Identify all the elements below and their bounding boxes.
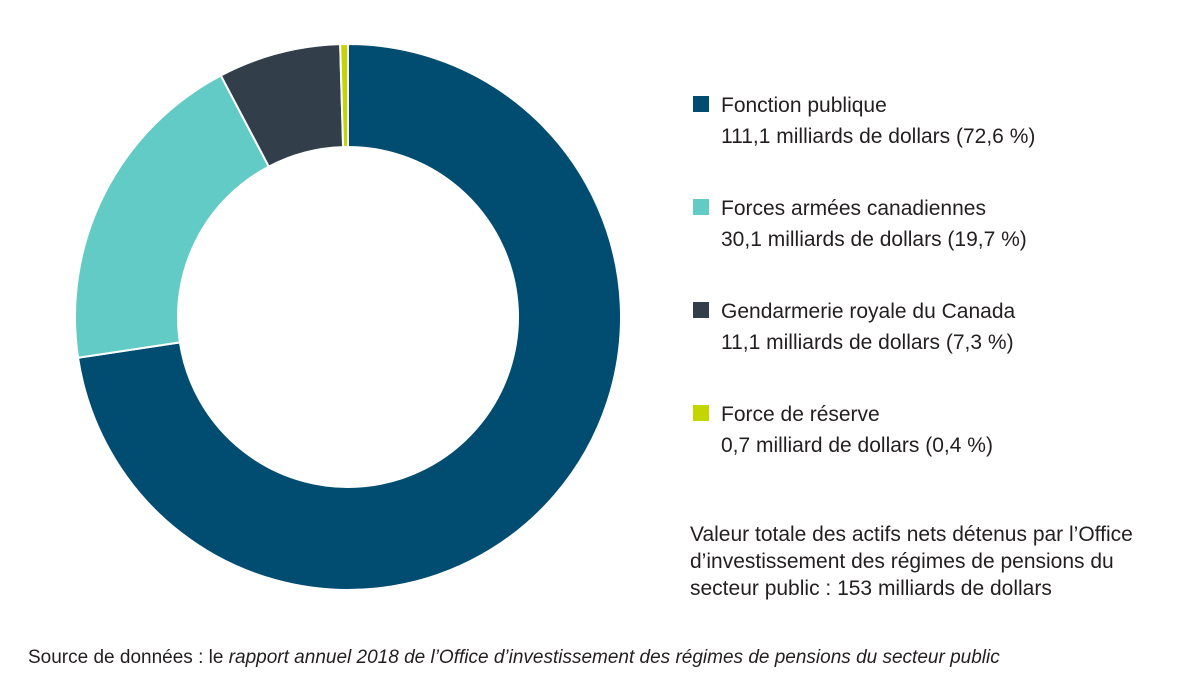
legend: Fonction publique 111,1 milliards de dol… xyxy=(693,90,1133,502)
legend-item-force-de-reserve: Force de réserve 0,7 milliard de dollars… xyxy=(693,399,1133,502)
legend-value: 0,7 milliard de dollars (0,4 %) xyxy=(721,434,993,457)
legend-item-forces-armees: Forces armées canadiennes 30,1 milliards… xyxy=(693,193,1133,296)
slice-forces-armees xyxy=(74,74,271,359)
legend-swatch-forces-armees xyxy=(693,199,709,215)
legend-item-fonction-publique: Fonction publique 111,1 milliards de dol… xyxy=(693,90,1133,193)
legend-label: Forces armées canadiennes xyxy=(721,197,986,220)
legend-label: Force de réserve xyxy=(721,403,880,426)
legend-item-gendarmerie: Gendarmerie royale du Canada 11,1 millia… xyxy=(693,296,1133,399)
legend-label: Fonction publique xyxy=(721,94,887,117)
total-assets-note: Valeur totale des actifs nets détenus pa… xyxy=(690,523,1133,600)
legend-swatch-fonction-publique xyxy=(693,96,709,112)
legend-value: 11,1 milliards de dollars (7,3 %) xyxy=(721,331,1014,354)
legend-value: 30,1 milliards de dollars (19,7 %) xyxy=(721,228,1027,251)
source-title: rapport annuel 2018 de l’Office d’invest… xyxy=(228,647,1000,668)
source-prefix: Source de données : le xyxy=(28,647,229,668)
legend-label: Gendarmerie royale du Canada xyxy=(721,300,1016,323)
slice-force-de-reserve xyxy=(339,42,349,149)
slice-fonction-publique xyxy=(76,42,622,591)
legend-swatch-force-de-reserve xyxy=(693,405,709,421)
legend-value: 111,1 milliards de dollars (72,6 %) xyxy=(721,125,1036,148)
source-note: Source de données : le rapport annuel 20… xyxy=(28,646,1000,670)
donut-chart xyxy=(74,42,622,591)
legend-swatch-gendarmerie xyxy=(693,302,709,318)
